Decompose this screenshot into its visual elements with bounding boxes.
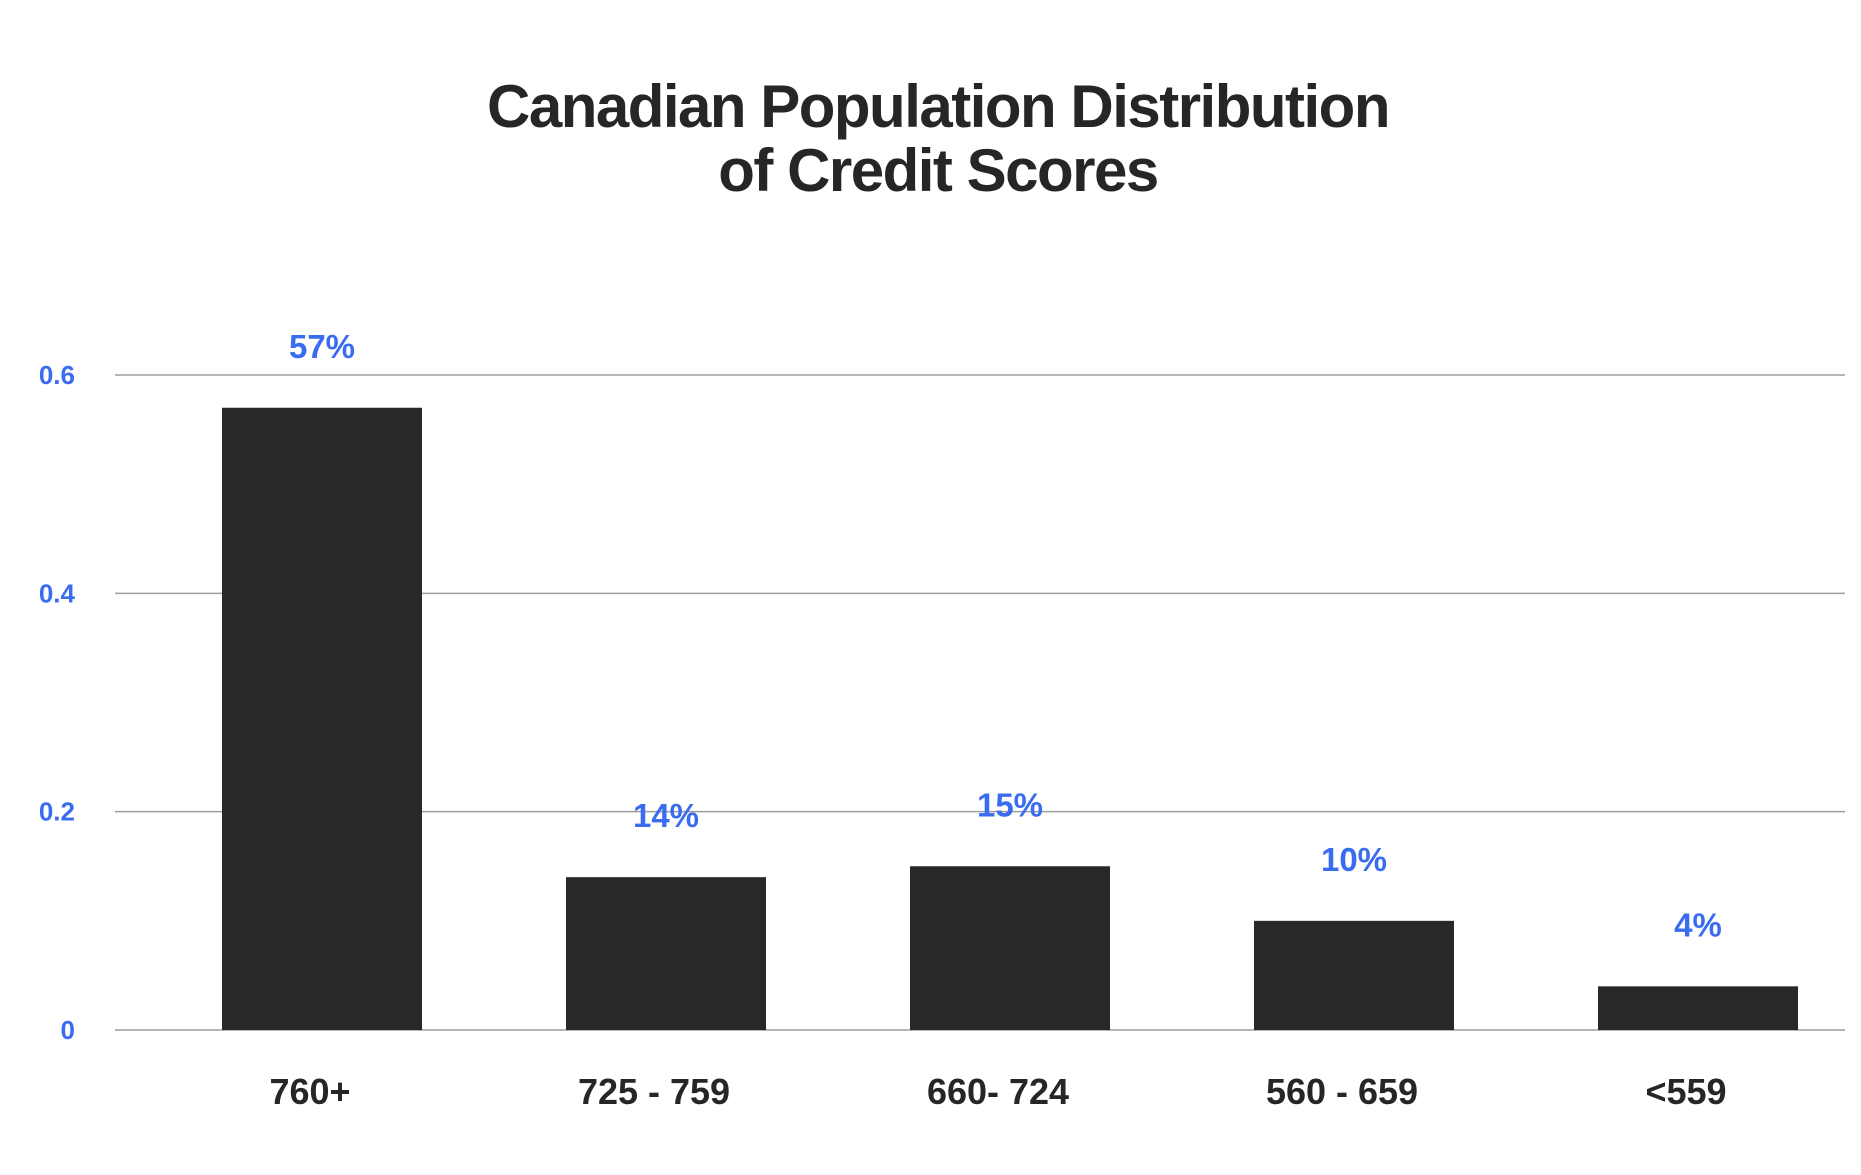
x-tick-label: 560 - 659 (1266, 1071, 1418, 1112)
y-axis-ticks: 0 0.2 0.4 0.6 (39, 360, 76, 1045)
x-axis-ticks: 760+ 725 - 759 660- 724 560 - 659 <559 (269, 1071, 1726, 1112)
data-label: 57% (289, 328, 355, 365)
x-tick-label: <559 (1645, 1071, 1726, 1112)
x-tick-label: 760+ (269, 1071, 350, 1112)
bar (222, 407, 422, 1030)
y-tick-label: 0.2 (39, 797, 75, 827)
y-tick-label: 0.4 (39, 578, 76, 608)
data-label: 4% (1674, 906, 1722, 943)
bar (566, 877, 766, 1030)
bars (222, 407, 1798, 1030)
y-tick-label: 0.6 (39, 360, 75, 390)
data-labels: 57% 14% 15% 10% 4% (289, 328, 1722, 944)
bar (910, 866, 1110, 1030)
bar (1254, 920, 1454, 1030)
data-label: 14% (633, 797, 699, 834)
chart-title-line-1: Canadian Population Distribution (487, 73, 1389, 140)
chart-title-line-2: of Credit Scores (718, 137, 1157, 204)
y-tick-label: 0 (61, 1015, 75, 1045)
x-tick-label: 660- 724 (927, 1071, 1069, 1112)
data-label: 10% (1321, 841, 1387, 878)
x-tick-label: 725 - 759 (578, 1071, 730, 1112)
data-label: 15% (977, 786, 1043, 823)
bar (1598, 986, 1798, 1030)
